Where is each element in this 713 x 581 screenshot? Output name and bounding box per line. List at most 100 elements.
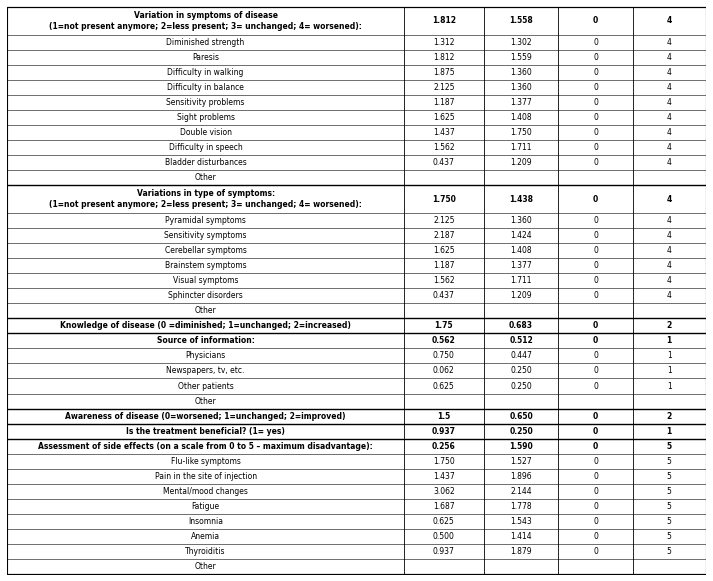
Text: 5: 5 [667, 457, 672, 466]
Text: Visual symptoms: Visual symptoms [173, 276, 238, 285]
Text: 0.512: 0.512 [509, 336, 533, 345]
Text: 1.414: 1.414 [511, 532, 532, 541]
Text: Difficulty in speech: Difficulty in speech [169, 143, 242, 152]
Text: Variations in type of symptoms:
(1=not present anymore; 2=less present; 3= uncha: Variations in type of symptoms: (1=not p… [49, 189, 362, 209]
Text: 4: 4 [667, 291, 672, 300]
Text: 0: 0 [593, 83, 598, 92]
Text: 1: 1 [667, 426, 672, 436]
Text: Brainstem symptoms: Brainstem symptoms [165, 261, 247, 270]
Text: 1.75: 1.75 [434, 321, 453, 331]
Text: Source of information:: Source of information: [157, 336, 255, 345]
Text: 0: 0 [593, 68, 598, 77]
Text: Sensitivity symptoms: Sensitivity symptoms [164, 231, 247, 240]
Text: 1.625: 1.625 [433, 113, 455, 122]
Text: Variation in symptoms of disease
(1=not present anymore; 2=less present; 3= unch: Variation in symptoms of disease (1=not … [49, 11, 362, 31]
Text: 0: 0 [593, 457, 598, 466]
Text: 1.408: 1.408 [511, 113, 532, 122]
Text: Bladder disturbances: Bladder disturbances [165, 158, 247, 167]
Text: 0: 0 [593, 143, 598, 152]
Text: 0: 0 [593, 472, 598, 480]
Text: 1.558: 1.558 [509, 16, 533, 26]
Text: 0: 0 [593, 216, 598, 225]
Text: Sphincter disorders: Sphincter disorders [168, 291, 243, 300]
Text: 4: 4 [667, 231, 672, 240]
Text: 0: 0 [593, 367, 598, 375]
Text: Mental/mood changes: Mental/mood changes [163, 487, 248, 496]
Text: 1.209: 1.209 [511, 291, 532, 300]
Text: 2.187: 2.187 [433, 231, 455, 240]
Text: 0: 0 [593, 195, 598, 203]
Text: 0.250: 0.250 [509, 426, 533, 436]
Text: 1.527: 1.527 [511, 457, 532, 466]
Text: 0.937: 0.937 [433, 547, 455, 556]
Text: Difficulty in balance: Difficulty in balance [167, 83, 244, 92]
Text: 0: 0 [593, 53, 598, 62]
Text: 2.144: 2.144 [511, 487, 532, 496]
Text: Cerebellar symptoms: Cerebellar symptoms [165, 246, 247, 255]
Text: 2: 2 [667, 321, 672, 331]
Text: 1.543: 1.543 [511, 517, 532, 526]
Text: Newspapers, tv, etc.: Newspapers, tv, etc. [166, 367, 245, 375]
Text: Other patients: Other patients [178, 382, 233, 390]
Text: Anemia: Anemia [191, 532, 220, 541]
Text: 1.360: 1.360 [511, 83, 532, 92]
Text: 0: 0 [593, 158, 598, 167]
Text: 1.559: 1.559 [511, 53, 532, 62]
Text: 0.650: 0.650 [509, 411, 533, 421]
Text: 1.625: 1.625 [433, 246, 455, 255]
Text: 0: 0 [593, 231, 598, 240]
Text: 0: 0 [593, 502, 598, 511]
Text: Awareness of disease (0=worsened; 1=unchanged; 2=improved): Awareness of disease (0=worsened; 1=unch… [66, 411, 346, 421]
Text: 0: 0 [593, 382, 598, 390]
Text: 1.590: 1.590 [509, 442, 533, 451]
Text: 1.896: 1.896 [511, 472, 532, 480]
Text: Diminished strength: Diminished strength [166, 38, 245, 47]
Text: 0: 0 [593, 291, 598, 300]
Text: 0: 0 [593, 261, 598, 270]
Text: 4: 4 [667, 261, 672, 270]
Text: 1.750: 1.750 [433, 457, 455, 466]
Text: 0: 0 [593, 98, 598, 107]
Text: 4: 4 [667, 53, 672, 62]
Text: 0.683: 0.683 [509, 321, 533, 331]
Text: 0: 0 [593, 246, 598, 255]
Text: 0.062: 0.062 [433, 367, 455, 375]
Text: 4: 4 [667, 38, 672, 47]
Text: Pyramidal symptoms: Pyramidal symptoms [165, 216, 246, 225]
Text: 0: 0 [593, 442, 598, 451]
Text: 0: 0 [593, 276, 598, 285]
Text: 1.562: 1.562 [433, 143, 455, 152]
Text: 0.500: 0.500 [433, 532, 455, 541]
Text: 5: 5 [667, 472, 672, 480]
Text: 1.687: 1.687 [433, 502, 455, 511]
Text: 5: 5 [667, 517, 672, 526]
Text: Other: Other [195, 173, 217, 182]
Text: 1.812: 1.812 [432, 16, 456, 26]
Text: 0: 0 [593, 128, 598, 137]
Text: 0.437: 0.437 [433, 291, 455, 300]
Text: 1.711: 1.711 [511, 143, 532, 152]
Text: 2.125: 2.125 [433, 216, 455, 225]
Text: 0: 0 [593, 352, 598, 360]
Text: 1.750: 1.750 [511, 128, 532, 137]
Text: 1.711: 1.711 [511, 276, 532, 285]
Text: Assessment of side effects (on a scale from 0 to 5 – maximum disadvantage):: Assessment of side effects (on a scale f… [39, 442, 373, 451]
Text: Flu-like symptoms: Flu-like symptoms [170, 457, 240, 466]
Text: 0: 0 [593, 38, 598, 47]
Text: 0.256: 0.256 [432, 442, 456, 451]
Text: 0: 0 [593, 16, 598, 26]
Text: 0.447: 0.447 [510, 352, 532, 360]
Text: 5: 5 [667, 547, 672, 556]
Text: Physicians: Physicians [185, 352, 226, 360]
Text: 0: 0 [593, 321, 598, 331]
Text: Paresis: Paresis [192, 53, 219, 62]
Text: Is the treatment beneficial? (1= yes): Is the treatment beneficial? (1= yes) [126, 426, 285, 436]
Text: 4: 4 [667, 158, 672, 167]
Text: 1.875: 1.875 [433, 68, 455, 77]
Text: 4: 4 [667, 68, 672, 77]
Text: 1.377: 1.377 [511, 261, 532, 270]
Text: 1.437: 1.437 [433, 128, 455, 137]
Text: 0.625: 0.625 [433, 382, 455, 390]
Text: 0.750: 0.750 [433, 352, 455, 360]
Text: 0.250: 0.250 [511, 382, 532, 390]
